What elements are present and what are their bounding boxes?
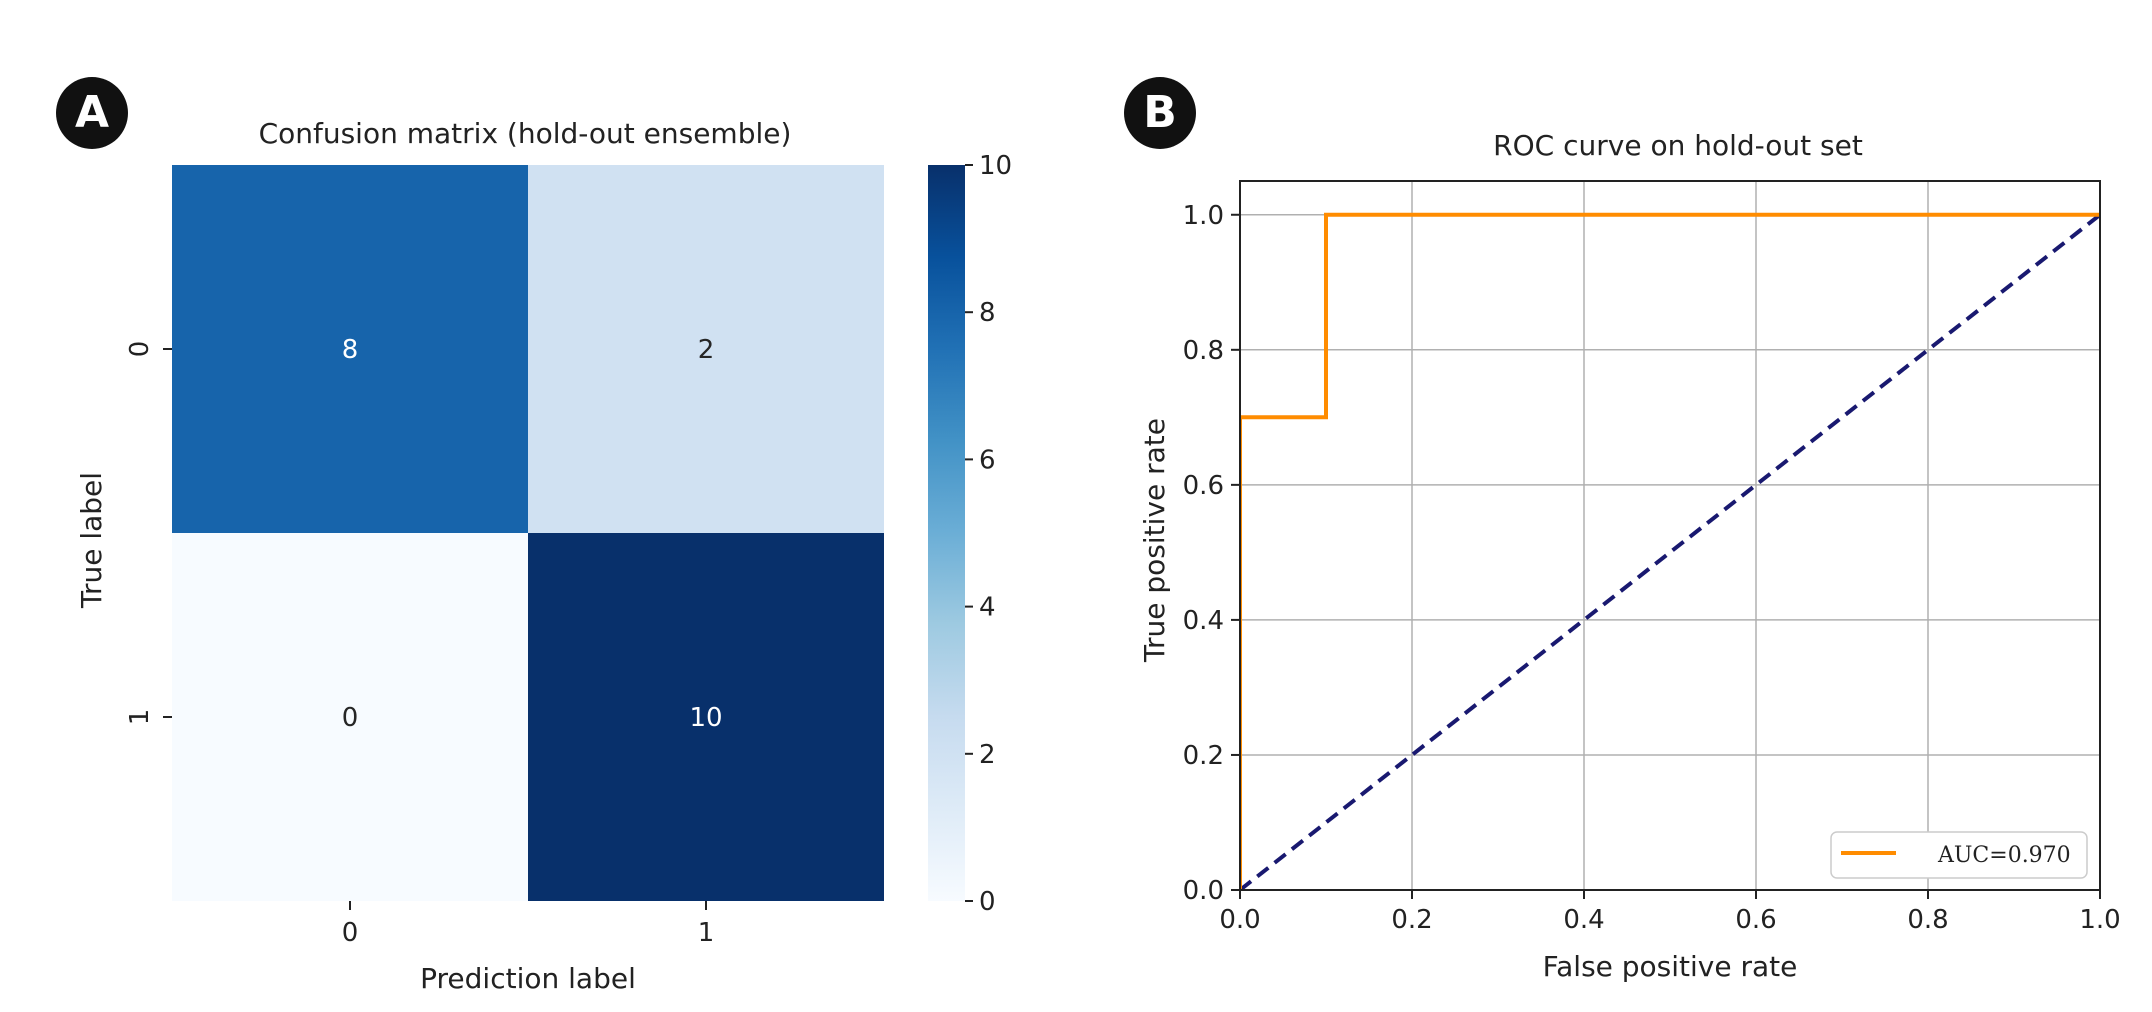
colorbar-tick-label: 6 — [979, 445, 996, 475]
panel-b: B ROC curve on hold-out set 0.0 0.2 0.4 0.6… — [1124, 77, 2121, 983]
roc-y-tick-label: 1.0 — [1183, 201, 1224, 231]
roc-chance-line — [1240, 213, 2100, 890]
colorbar-tick-label: 2 — [979, 740, 996, 770]
colorbar-tick-label: 0 — [979, 887, 996, 917]
heatmap-y-tick-label: 1 — [125, 709, 155, 726]
roc-x-tick-label: 0.0 — [1219, 905, 1260, 935]
heatmap-cell-r0-c0 — [172, 165, 528, 533]
roc-y-ticks: 0.0 0.2 0.4 0.6 0.8 1.0 — [1183, 201, 1240, 906]
roc-x-tick-label: 0.8 — [1907, 905, 1948, 935]
roc-x-tick-label: 0.6 — [1735, 905, 1776, 935]
panel-b-badge-circle — [1124, 77, 1196, 149]
heatmap-cell-value: 8 — [342, 335, 359, 365]
roc-y-tick-label: 0.0 — [1183, 876, 1224, 906]
panel-b-badge-letter: B — [1143, 87, 1177, 138]
heatmap-cell-r1-c1 — [528, 533, 884, 901]
heatmap-cell-r0-c1 — [528, 165, 884, 533]
heatmap-y-ticks: 01 — [125, 341, 172, 726]
heatmap-cells: 8 2 0 10 — [172, 165, 884, 901]
roc-y-tick-label: 0.4 — [1183, 606, 1224, 636]
heatmap-title: Confusion matrix (hold-out ensemble) — [259, 117, 792, 150]
heatmap-y-axis-label: True label — [75, 472, 108, 609]
roc-title: ROC curve on hold-out set — [1493, 129, 1863, 162]
roc-legend-label: AUC=0.970 — [1937, 843, 2071, 868]
roc-y-tick-label: 0.8 — [1183, 336, 1224, 366]
colorbar: 0 2 4 6 8 10 — [928, 151, 1012, 917]
roc-series — [1240, 212, 2100, 890]
roc-x-tick-label: 1.0 — [2079, 905, 2120, 935]
heatmap-x-axis-label: Prediction label — [420, 962, 636, 995]
colorbar-tick-label: 10 — [979, 151, 1012, 181]
heatmap-cell-value: 2 — [698, 335, 715, 365]
heatmap-cell-r1-c0 — [172, 533, 528, 901]
roc-y-tick-label: 0.6 — [1183, 471, 1224, 501]
panel-a-badge-letter: A — [75, 87, 109, 138]
roc-plot-frame — [1239, 180, 2101, 891]
heatmap-x-tick-label: 1 — [698, 918, 715, 948]
roc-curve-line — [1240, 212, 2100, 890]
roc-x-tick-label: 0.2 — [1391, 905, 1432, 935]
panel-b-badge: B — [1124, 77, 1196, 149]
roc-x-ticks: 0.0 0.2 0.4 0.6 0.8 1.0 — [1219, 890, 2121, 935]
colorbar-ticks: 0 2 4 6 8 10 — [965, 151, 1012, 917]
heatmap-y-tick-label: 0 — [125, 341, 155, 358]
roc-x-tick-label: 0.4 — [1563, 905, 1604, 935]
panel-a: A Confusion matrix (hold-out ensemble) 8… — [56, 77, 1012, 995]
colorbar-tick-label: 8 — [979, 298, 996, 328]
panel-a-badge-circle — [56, 77, 128, 149]
roc-legend-box — [1830, 831, 2088, 879]
colorbar-tick-label: 4 — [979, 593, 996, 623]
heatmap-x-tick-label: 0 — [342, 918, 359, 948]
colorbar-gradient — [928, 165, 965, 901]
roc-x-axis-label: False positive rate — [1543, 950, 1798, 983]
roc-y-tick-label: 0.2 — [1183, 741, 1224, 771]
roc-y-axis-label: True positive rate — [1138, 418, 1171, 663]
roc-grid — [1239, 181, 2101, 891]
heatmap-cell-value: 0 — [342, 703, 359, 733]
roc-legend: AUC=0.970 — [1830, 831, 2088, 879]
panel-a-badge: A — [56, 77, 128, 149]
heatmap-cell-value: 10 — [689, 703, 722, 733]
